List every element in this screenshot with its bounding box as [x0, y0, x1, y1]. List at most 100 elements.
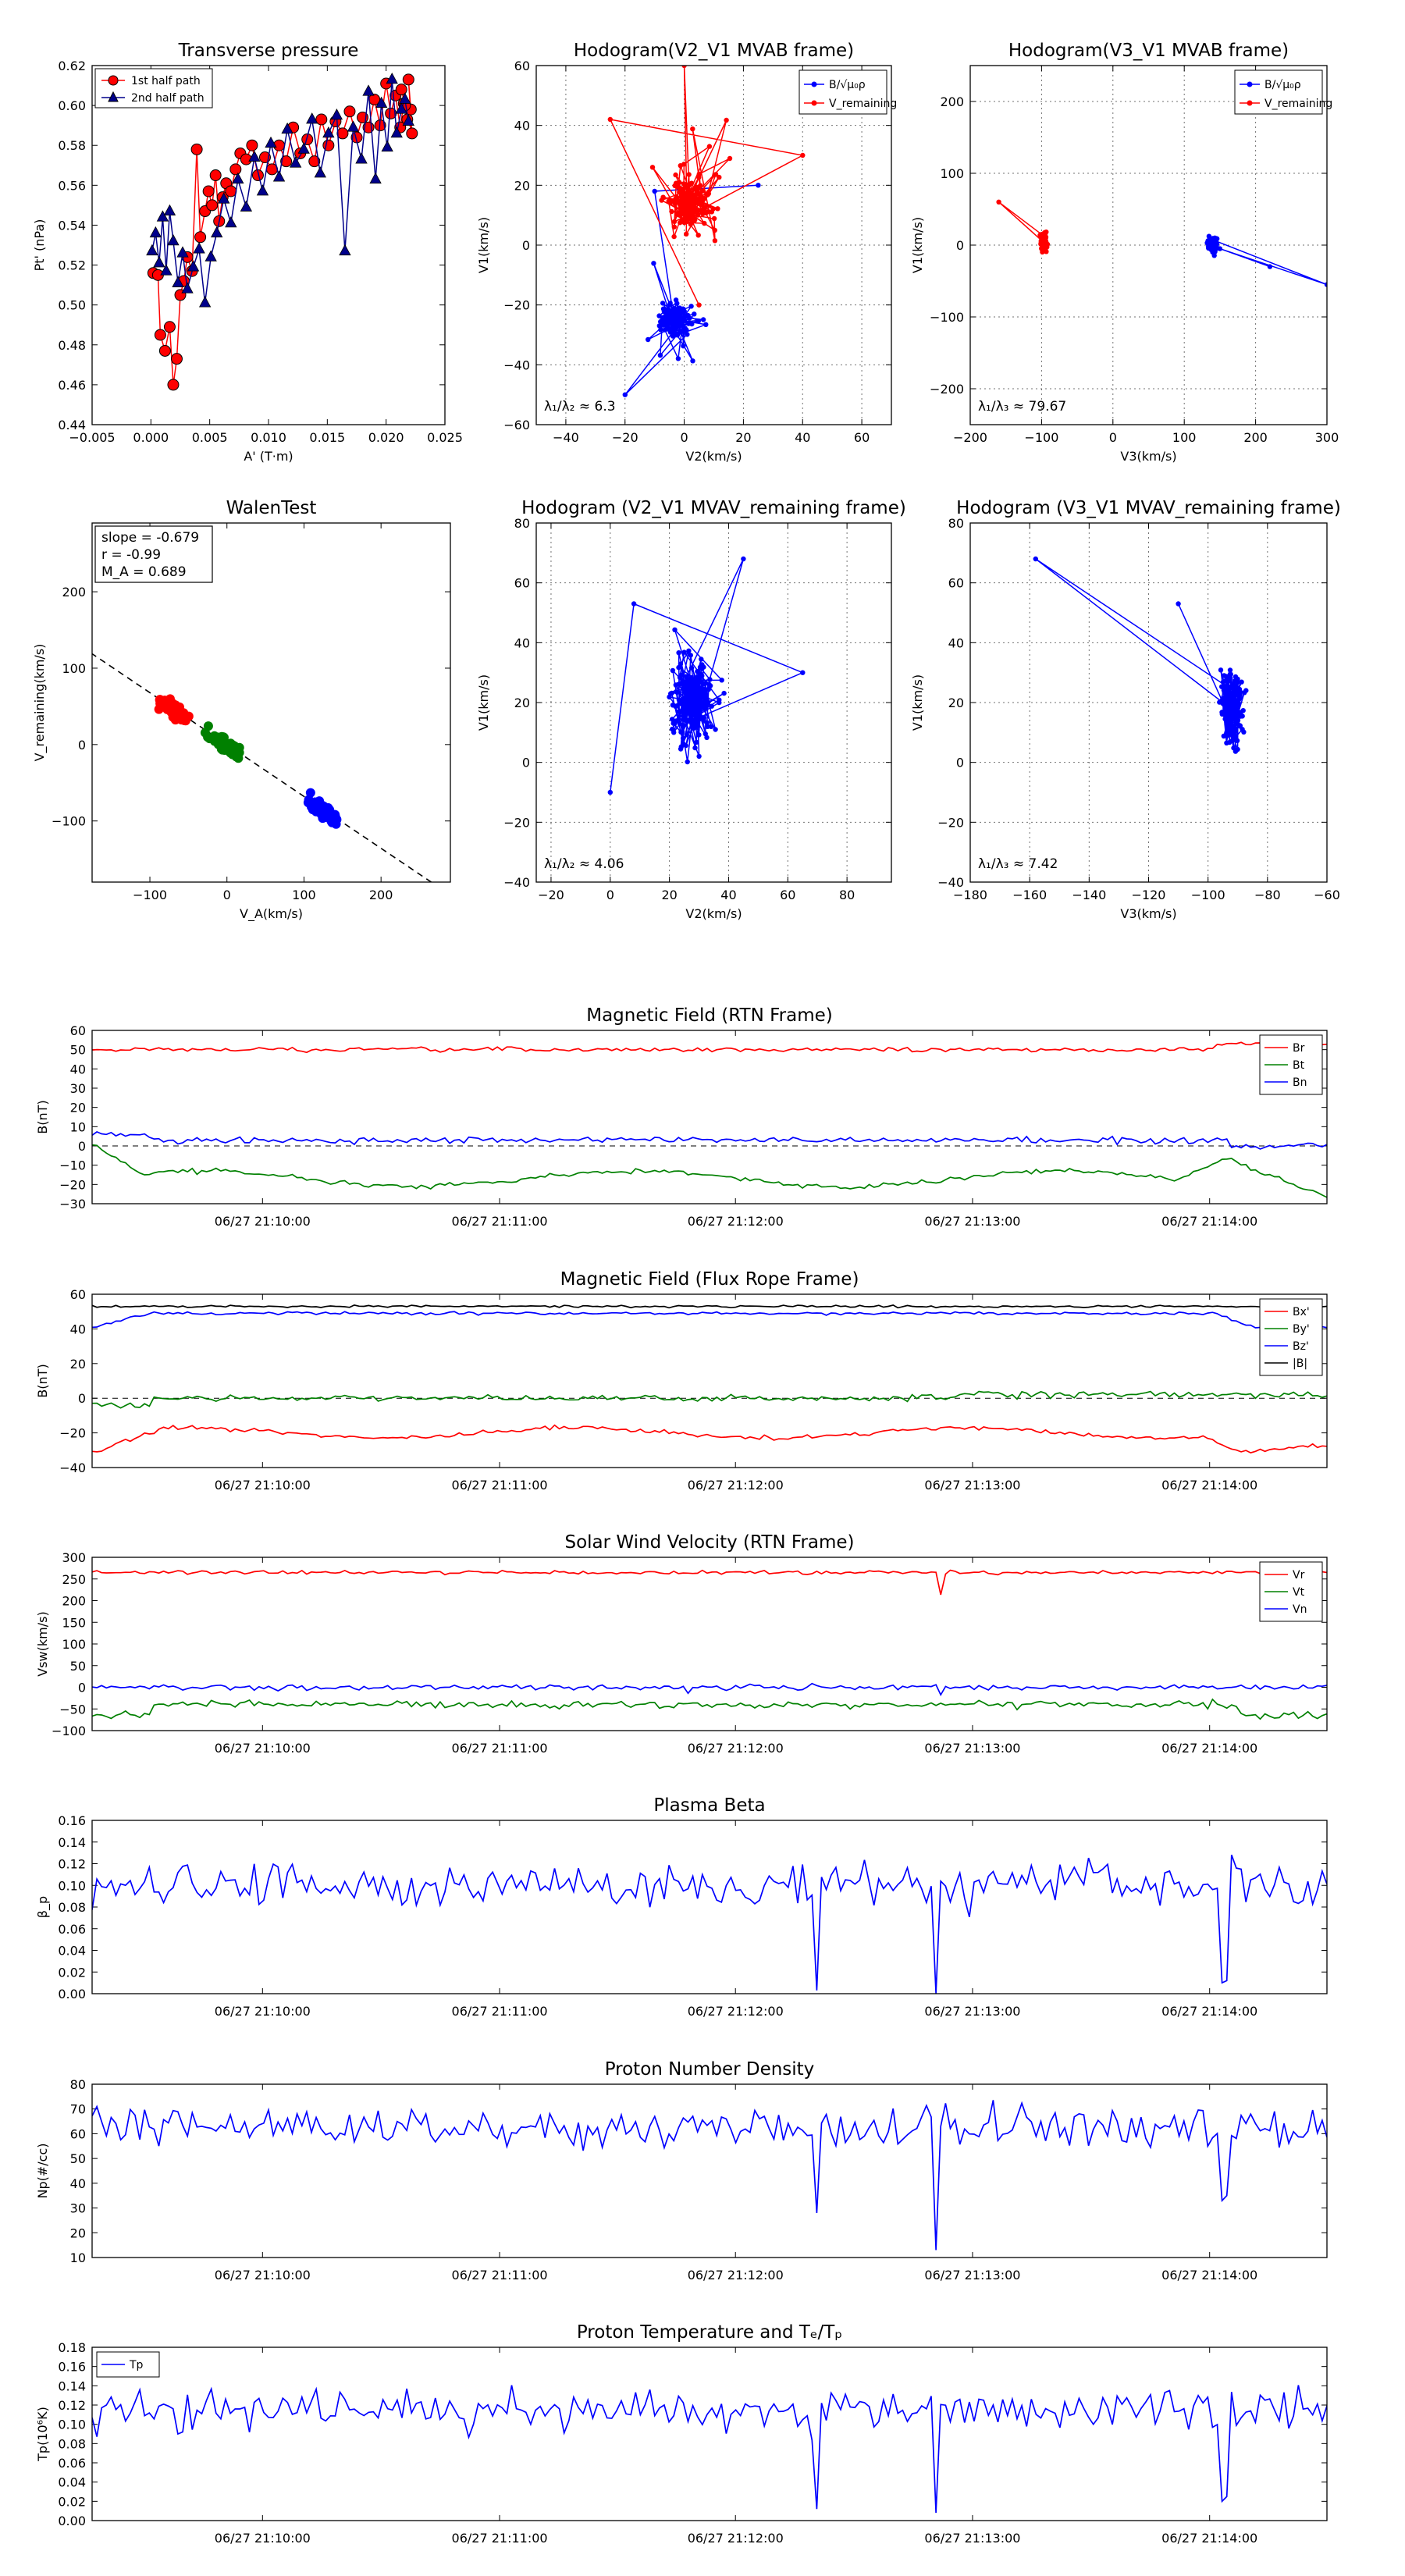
point-2nd-half — [205, 250, 217, 262]
h1-point — [665, 326, 670, 332]
h1-point — [724, 117, 729, 123]
h4-point — [1218, 667, 1224, 673]
ts_mag-ytick-label: 20 — [70, 1101, 86, 1115]
h4-ytick-label: 0 — [956, 756, 964, 770]
ts_vel-title: Solar Wind Velocity (RTN Frame) — [564, 1532, 854, 1553]
point-2nd-half — [193, 242, 205, 254]
h3-point — [681, 713, 688, 720]
chart-tp: Transverse pressure −0.005 0.000 0.005 0.010… — [32, 41, 463, 464]
h3-point — [678, 746, 684, 752]
h3-point — [701, 681, 706, 686]
h1-data — [607, 66, 806, 397]
ts_tp-xtick-label: 06/27 21:10:00 — [215, 2531, 311, 2546]
ts_mag-xtick-label: 06/27 21:10:00 — [215, 1214, 311, 1229]
h1-legend: B/√μ₀ρ V_remaining — [799, 69, 897, 115]
ts_vel-ytick-label: −50 — [59, 1702, 86, 1717]
h1-point — [671, 224, 677, 229]
ts_fr-legend: Bx' By' Bz' |B| — [1259, 1298, 1323, 1376]
h1-point — [695, 233, 701, 238]
h4-point — [1232, 691, 1239, 696]
point-2nd-half — [306, 112, 318, 124]
h1-point — [673, 172, 678, 178]
point-1st-half — [167, 379, 180, 391]
h4-point — [1219, 684, 1225, 689]
ts_beta-xtick-label: 06/27 21:10:00 — [215, 2004, 311, 2019]
h1-border — [535, 65, 892, 425]
h1-annotation: λ₁/λ₂ ≈ 6.3 — [544, 399, 616, 415]
h3-point — [674, 689, 680, 696]
h2-point — [1043, 241, 1048, 247]
ts_mag-xtick-label: 06/27 21:13:00 — [924, 1214, 1020, 1229]
h4-point — [1176, 601, 1181, 607]
h1-ytick-label: 60 — [514, 59, 530, 73]
ts_np-series-Np — [92, 2100, 1327, 2250]
tp-xtick-label: 0.000 — [133, 430, 169, 445]
h1-point — [683, 201, 689, 207]
h3-ytick-label: 60 — [514, 576, 530, 591]
h3-point — [683, 742, 688, 749]
ts_vel-data — [92, 1569, 1327, 1720]
legend-label: V_remaining — [829, 98, 897, 110]
h1-point — [665, 322, 670, 328]
ts_fr-ylabel: B(nT) — [35, 1364, 50, 1397]
tp-xtick-label: 0.010 — [251, 430, 286, 445]
h3-point — [680, 680, 685, 686]
legend-label: Tp — [129, 2359, 144, 2371]
h3-point — [688, 665, 695, 671]
h1-point — [666, 198, 671, 204]
h3-point — [708, 724, 714, 730]
h1-point — [712, 227, 717, 233]
ts_beta-ytick-label: 0.16 — [58, 1813, 86, 1828]
h1-ytick-label: −40 — [503, 358, 530, 372]
h2-point — [1043, 235, 1048, 241]
point-1st-half — [315, 113, 328, 126]
ts_tp-xtick-label: 06/27 21:14:00 — [1161, 2531, 1257, 2546]
point-2nd-half — [386, 73, 398, 84]
ts_tp-ytick-label: 0.16 — [58, 2360, 86, 2375]
h1-point — [717, 174, 722, 180]
tp-ytick-label: 0.62 — [58, 59, 86, 73]
walen-point — [331, 816, 341, 826]
legend-label: V_remaining — [1264, 98, 1332, 110]
h3-point — [672, 627, 678, 632]
h2-legend: B/√μ₀ρ V_remaining — [1234, 69, 1332, 115]
tp-xtick-label: 0.025 — [427, 430, 463, 445]
h3-point — [696, 715, 702, 720]
walen-info-line: M_A = 0.689 — [101, 564, 187, 580]
walen-info-line: slope = -0.679 — [101, 530, 199, 546]
tp-xtick-label: 0.020 — [368, 430, 404, 445]
h2-legend-box — [1234, 69, 1323, 115]
h1-point — [696, 302, 702, 308]
ts_mag-data — [92, 1041, 1327, 1198]
ts_tp-border — [91, 2347, 1328, 2521]
point-2nd-half — [240, 200, 253, 212]
point-2nd-half — [362, 84, 375, 96]
h1-point — [678, 220, 683, 226]
h1-point — [681, 162, 687, 167]
h1-point — [652, 188, 657, 194]
point-1st-half — [395, 84, 407, 96]
h1-point — [690, 358, 695, 364]
h3-point — [709, 703, 714, 709]
h4-point — [1229, 718, 1234, 724]
h3-ytick-label: 40 — [514, 635, 530, 650]
ts_fr-ytick-label: 40 — [70, 1322, 86, 1336]
point-2nd-half — [339, 244, 351, 256]
ts_beta-ytick-label: 0.04 — [58, 1944, 86, 1959]
h4-point — [1033, 556, 1039, 562]
ts_mag-ytick-label: 60 — [70, 1023, 86, 1038]
h1-point — [684, 197, 689, 203]
ts_vel-xtick-label: 06/27 21:11:00 — [452, 1741, 548, 1756]
h3-point — [669, 717, 675, 722]
h3-data — [607, 556, 806, 795]
ts_mag-series-Bn — [92, 1131, 1327, 1150]
legend-marker — [1247, 100, 1253, 106]
h1-xtick-label: 20 — [735, 430, 751, 445]
h1-point — [679, 203, 685, 209]
ts_tp-title: Proton Temperature and Tₑ/Tₚ — [577, 2322, 842, 2343]
h4-ytick-label: −40 — [937, 875, 964, 890]
ts_np-ytick-label: 40 — [70, 2176, 86, 2191]
h3-point — [702, 694, 708, 699]
h3-ytick-label: −20 — [503, 815, 530, 830]
ts_np-ytick-label: 80 — [70, 2077, 86, 2092]
